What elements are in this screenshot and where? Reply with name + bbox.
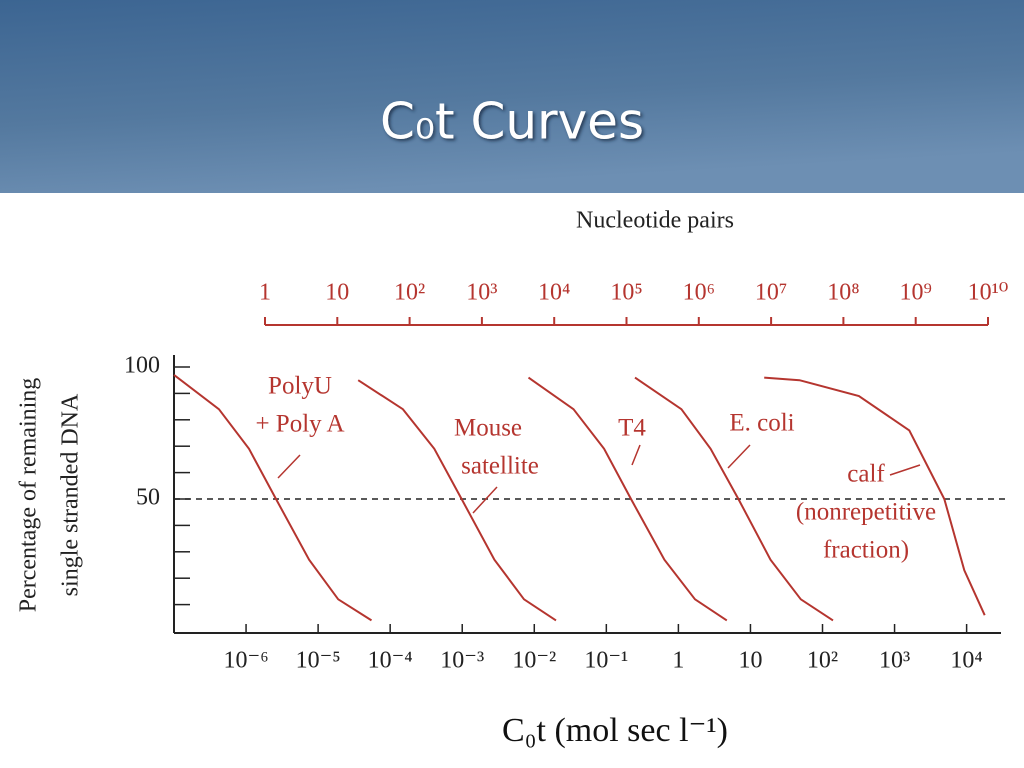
x-axis-label: C₀t (mol sec l⁻¹) (502, 712, 728, 749)
curve (634, 376, 834, 622)
top-tick-label: 10⁵ (610, 280, 642, 306)
curve (173, 374, 373, 622)
y-axis-label: Percentage of remaining (16, 378, 42, 613)
y-tick-label: 50 (136, 485, 160, 511)
x-tick-label: 10² (807, 648, 838, 674)
curve-label: fraction) (823, 537, 909, 564)
curve (527, 376, 728, 622)
x-tick-label: 10⁻² (512, 648, 556, 674)
leader-line (277, 454, 301, 479)
curve-label: T4 (618, 415, 646, 442)
y-tick-label: 100 (124, 353, 160, 379)
x-tick-label: 10³ (879, 648, 910, 674)
curve-label: (nonrepetitive (796, 499, 936, 526)
leader-line (889, 464, 921, 476)
curve-label: PolyU (268, 373, 332, 400)
curve-label: + Poly A (255, 411, 344, 438)
x-tick-label: 1 (672, 648, 684, 674)
top-tick-label: 10⁶ (683, 280, 715, 306)
top-tick-label: 10³ (466, 280, 497, 306)
header-background (0, 0, 1024, 193)
top-tick-label: 10¹⁰ (968, 280, 1009, 306)
leader-line (631, 444, 641, 466)
curve (357, 379, 557, 622)
x-tick-label: 10⁻⁴ (368, 648, 413, 674)
top-tick-label: 10 (325, 280, 349, 306)
top-tick-label: 10⁹ (900, 280, 932, 306)
x-tick-label: 10⁻⁶ (224, 648, 269, 674)
top-tick-label: 10⁸ (827, 280, 859, 306)
x-tick-label: 10⁻³ (440, 648, 484, 674)
x-tick-label: 10 (738, 648, 762, 674)
curve-label: satellite (461, 453, 539, 480)
leader-line (727, 444, 751, 469)
x-tick-label: 10⁻⁵ (296, 648, 341, 674)
top-axis-label: Nucleotide pairs (576, 208, 734, 234)
slide-title: C₀t Curves (380, 93, 644, 151)
leader-line (472, 486, 498, 514)
x-tick-label: 10⁴ (950, 648, 982, 674)
top-tick-label: 10⁴ (538, 280, 570, 306)
curve-label: E. coli (729, 410, 794, 437)
y-axis-label: single stranded DNA (58, 393, 84, 596)
curve-label: calf (847, 461, 885, 488)
curve (764, 376, 986, 616)
top-tick-label: 10² (394, 280, 425, 306)
top-tick-label: 1 (259, 280, 271, 306)
curve-label: Mouse (454, 415, 522, 442)
x-tick-label: 10⁻¹ (584, 648, 628, 674)
top-tick-label: 10⁷ (755, 280, 787, 306)
